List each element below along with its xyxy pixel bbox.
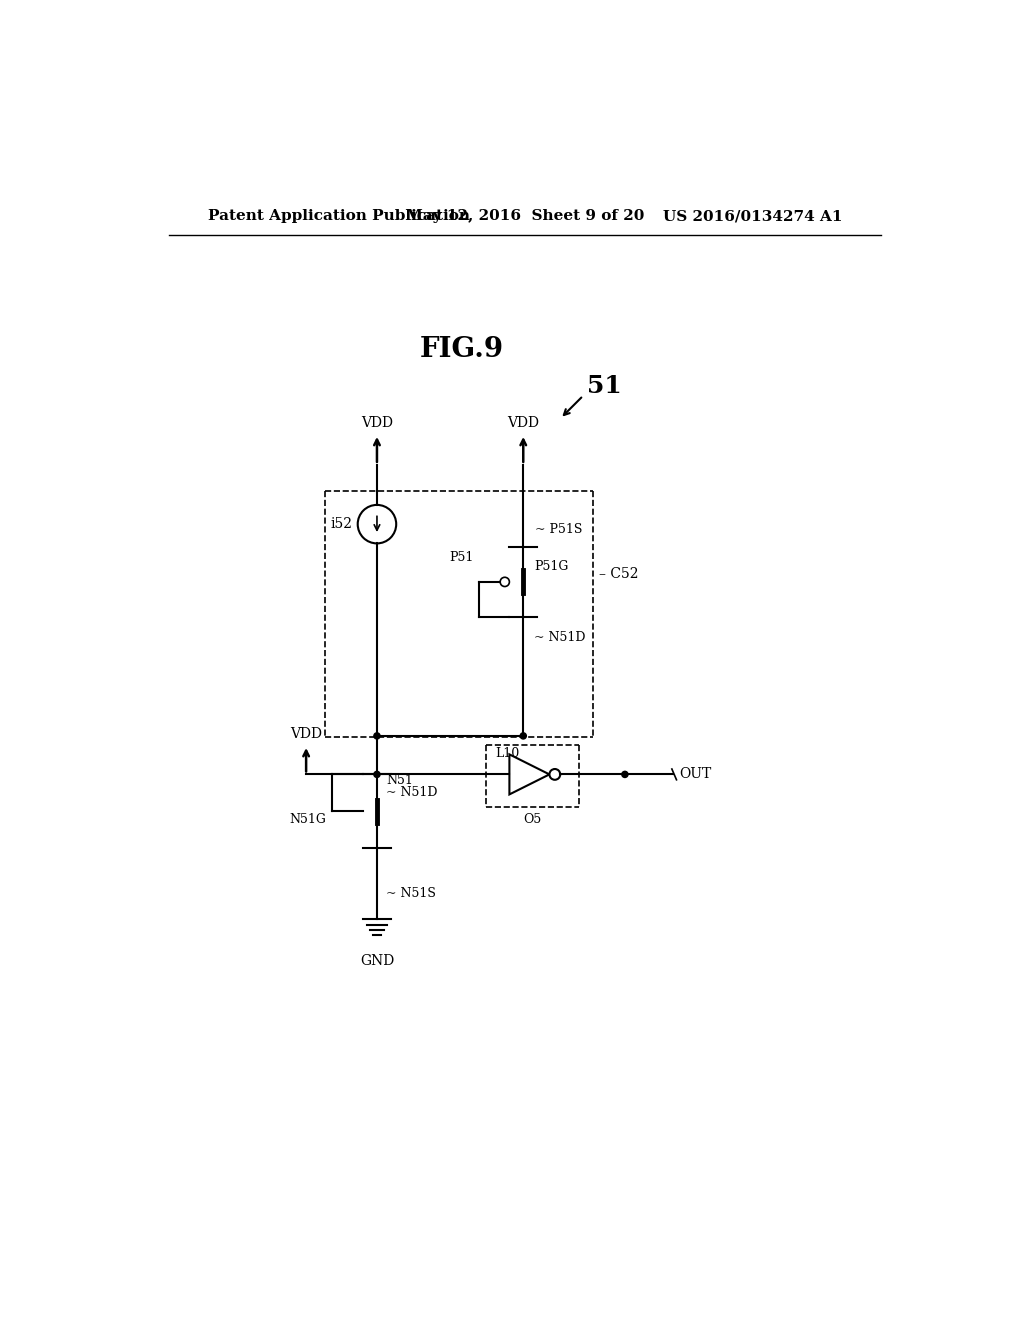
Text: O5: O5 bbox=[523, 813, 542, 825]
Text: N51: N51 bbox=[386, 774, 413, 787]
Text: i52: i52 bbox=[331, 517, 352, 531]
Circle shape bbox=[520, 733, 526, 739]
Text: L10: L10 bbox=[496, 747, 520, 760]
Circle shape bbox=[374, 733, 380, 739]
Text: ~ N51D: ~ N51D bbox=[386, 785, 437, 799]
Text: ~ N51D: ~ N51D bbox=[535, 631, 586, 644]
Text: VDD: VDD bbox=[290, 727, 323, 742]
Text: P51: P51 bbox=[449, 550, 473, 564]
Text: FIG.9: FIG.9 bbox=[420, 335, 504, 363]
Text: – C52: – C52 bbox=[599, 568, 638, 581]
Text: VDD: VDD bbox=[361, 416, 393, 429]
Text: 51: 51 bbox=[587, 374, 622, 397]
Circle shape bbox=[374, 771, 380, 777]
Text: GND: GND bbox=[359, 954, 394, 968]
Text: ~ N51S: ~ N51S bbox=[386, 887, 436, 900]
Text: Patent Application Publication: Patent Application Publication bbox=[208, 209, 470, 223]
Text: OUT: OUT bbox=[679, 767, 711, 781]
Circle shape bbox=[622, 771, 628, 777]
Text: VDD: VDD bbox=[507, 416, 540, 429]
Text: US 2016/0134274 A1: US 2016/0134274 A1 bbox=[663, 209, 842, 223]
Text: ~ P51S: ~ P51S bbox=[535, 523, 583, 536]
Text: May 12, 2016  Sheet 9 of 20: May 12, 2016 Sheet 9 of 20 bbox=[406, 209, 644, 223]
Text: N51G: N51G bbox=[289, 813, 326, 825]
Text: P51G: P51G bbox=[535, 560, 568, 573]
